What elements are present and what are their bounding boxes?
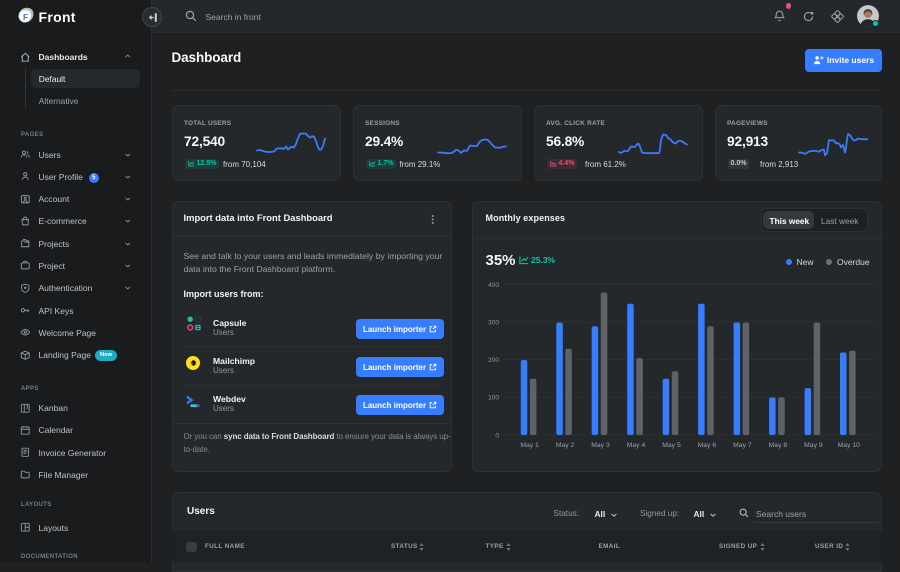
svg-text:May 3: May 3 [591, 442, 610, 449]
svg-text:May 1: May 1 [520, 442, 539, 449]
svg-text:May 8: May 8 [769, 442, 788, 449]
svg-text:100: 100 [488, 394, 499, 401]
svg-text:F: F [23, 12, 28, 22]
svg-text:May 9: May 9 [804, 442, 823, 449]
svg-text:300: 300 [488, 319, 499, 326]
svg-text:May 10: May 10 [838, 442, 861, 449]
svg-text:200: 200 [488, 357, 499, 364]
svg-text:May 7: May 7 [733, 442, 752, 449]
svg-text:May 4: May 4 [627, 442, 646, 449]
svg-text:May 6: May 6 [698, 442, 717, 449]
svg-text:May 5: May 5 [662, 442, 681, 449]
svg-text:May 2: May 2 [556, 442, 575, 449]
svg-text:0: 0 [495, 432, 499, 439]
svg-text:400: 400 [488, 282, 499, 289]
